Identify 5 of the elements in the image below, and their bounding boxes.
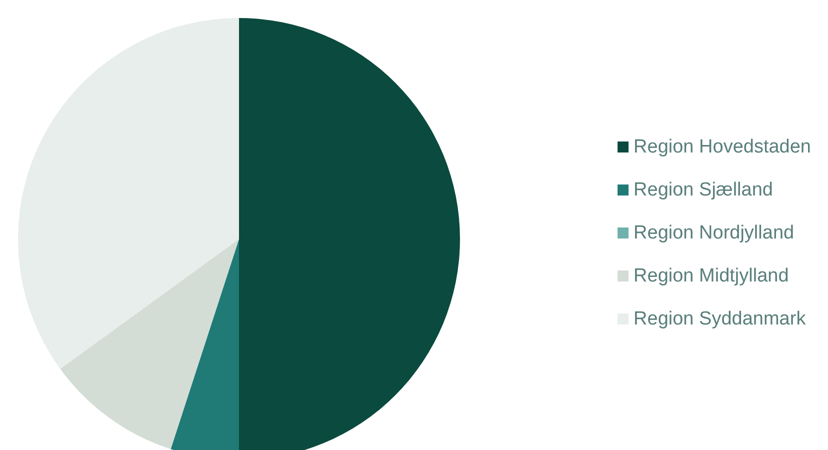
legend-label: Region Sjælland [634, 180, 773, 200]
legend-label: Region Hovedstaden [634, 136, 812, 158]
legend-label: Region Midtjylland [634, 266, 789, 286]
legend-label: Region Syddanmark [634, 308, 806, 330]
legend-label: Region Nordjylland [634, 222, 794, 244]
